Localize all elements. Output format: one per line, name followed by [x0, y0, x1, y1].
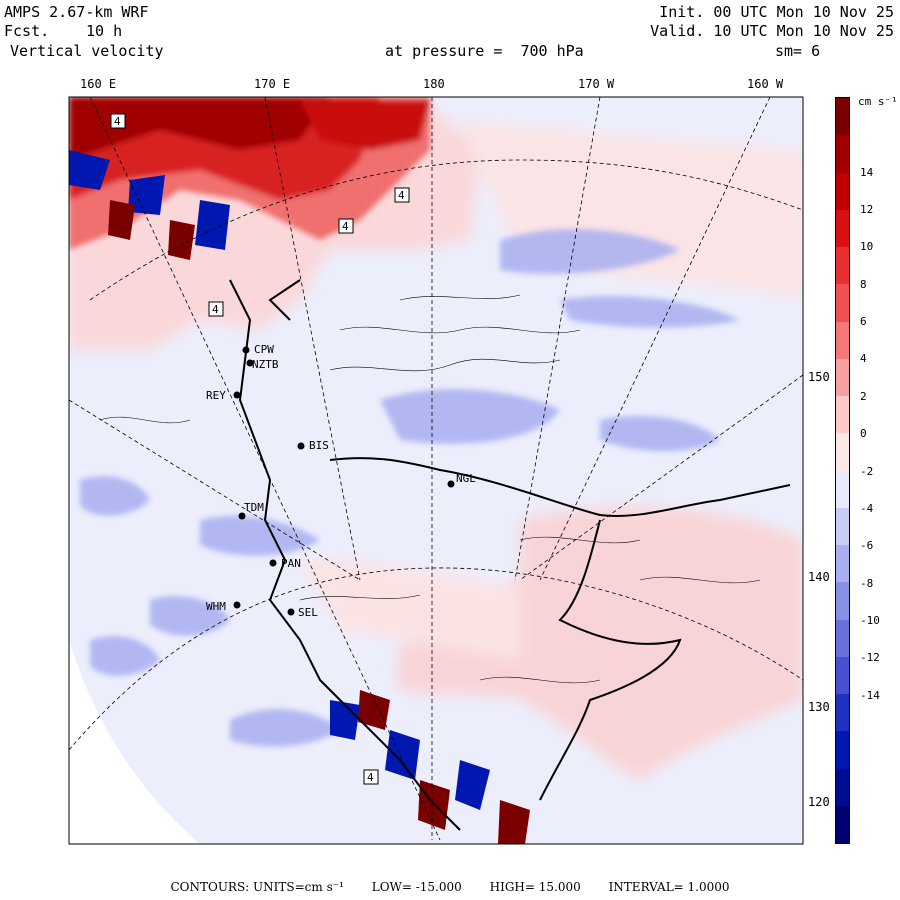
coastline-ross-ice-shelf	[229, 279, 461, 831]
colorbar-swatch	[836, 545, 849, 583]
colorbar-swatch	[836, 247, 849, 285]
lon-label-180: 180	[423, 77, 445, 91]
station-label: REY	[206, 389, 226, 402]
colorbar-swatch	[836, 98, 849, 136]
station-label: SEL	[298, 606, 318, 619]
station-label: NGL	[456, 472, 476, 485]
colorbar-tick: 10	[860, 240, 874, 254]
field-name: Vertical velocity	[10, 42, 164, 60]
colorbar-tick: -6	[860, 539, 874, 553]
station-label: WHM	[206, 600, 226, 613]
colorbar-units: cm s⁻¹	[858, 95, 898, 108]
colorbar-swatch	[836, 135, 849, 173]
colorbar-swatch	[836, 433, 849, 471]
station-label: PAN	[281, 557, 301, 570]
lon-label-170w: 170 W	[578, 77, 615, 91]
contour-label: 4	[114, 115, 121, 128]
station-label: BIS	[309, 439, 329, 452]
colorbar-swatch	[836, 805, 849, 843]
colorbar-swatch	[836, 321, 849, 359]
lon-label-160w: 160 W	[747, 77, 784, 91]
colorbar-swatch	[836, 619, 849, 657]
station-label: CPW	[254, 343, 274, 356]
lon-label-160e: 160 E	[80, 77, 117, 91]
colorbar-tick: 2	[860, 389, 867, 403]
colorbar-swatch	[836, 582, 849, 620]
colorbar-tick: 14	[860, 165, 874, 179]
colorbar-tick: 12	[860, 203, 874, 217]
colorbar-swatch	[836, 470, 849, 508]
station-label: TDM	[244, 501, 264, 514]
colorbar-tick: -10	[860, 613, 880, 627]
footer-high: HIGH= 15.000	[489, 880, 581, 894]
forecast-label: Fcst.	[4, 22, 50, 40]
colorbar-swatch	[836, 731, 849, 769]
colorbar-tick: 8	[860, 277, 867, 291]
init-time: Init. 00 UTC Mon 10 Nov 25	[659, 3, 894, 21]
footer: CONTOURS: UNITS=cm s⁻¹ LOW= -15.000 HIGH…	[0, 880, 900, 894]
smoothing-value: sm= 6	[775, 42, 821, 60]
station-label: NZTB	[252, 358, 279, 371]
forecast-hour: 10 h	[86, 22, 123, 40]
colorbar-swatch	[836, 172, 849, 210]
contour-label: 4	[342, 220, 349, 233]
colorbar-swatch	[836, 768, 849, 806]
colorbar-tick: -4	[860, 501, 874, 515]
contour-label: 4	[212, 303, 219, 316]
footer-low: LOW= -15.000	[371, 880, 462, 894]
colorbar-swatch	[836, 507, 849, 545]
footer-interval: INTERVAL= 1.0000	[608, 880, 730, 894]
valid-time: Valid. 10 UTC Mon 10 Nov 25	[650, 22, 894, 40]
colorbar-tick: -2	[860, 464, 874, 478]
pressure-level: at pressure = 700 hPa	[385, 42, 584, 60]
colorbar-tick: -12	[860, 651, 880, 665]
contour-label: 4	[398, 189, 405, 202]
lon-label-170e: 170 E	[254, 77, 291, 91]
colorbar-tick: -8	[860, 576, 874, 590]
colorbar-tick: 6	[860, 315, 867, 329]
colorbar-tick: 0	[860, 427, 867, 441]
footer-contours: CONTOURS: UNITS=cm s⁻¹	[170, 880, 344, 894]
colorbar-tick: -14	[860, 688, 880, 702]
colorbar-tick: 4	[860, 352, 867, 366]
colorbar-swatch	[836, 284, 849, 322]
model-title: AMPS 2.67-km WRF	[4, 3, 149, 21]
contour-label: 4	[367, 771, 374, 784]
colorbar-swatch	[836, 209, 849, 247]
colorbar-swatch	[836, 656, 849, 694]
colorbar	[835, 97, 850, 844]
colorbar-swatch	[836, 694, 849, 732]
colorbar-swatch	[836, 396, 849, 434]
colorbar-swatch	[836, 358, 849, 396]
